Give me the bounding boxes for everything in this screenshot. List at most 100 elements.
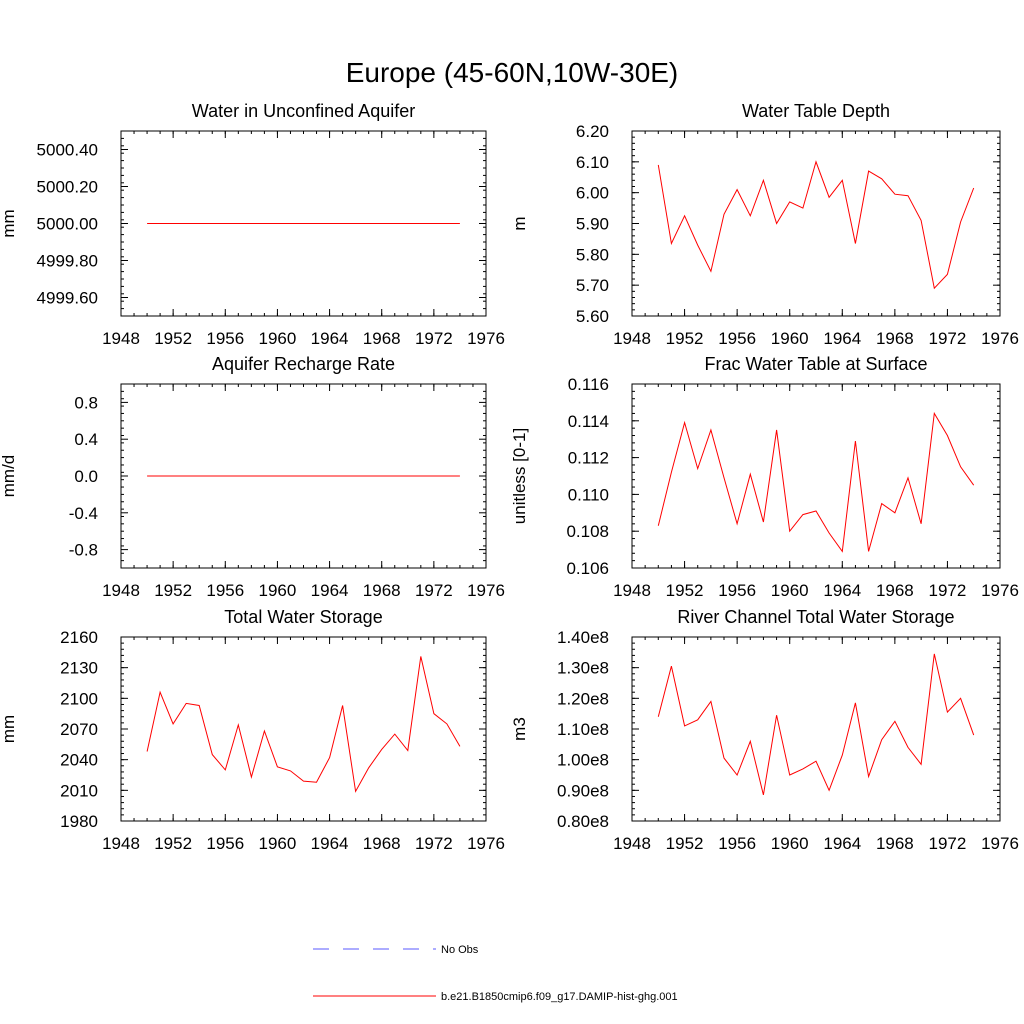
y-tick-label: 5.60 — [576, 307, 609, 326]
legend-obs-label: No Obs — [441, 944, 479, 956]
x-tick-label: 1968 — [363, 834, 401, 853]
panel-frac-water-table-at-surface: Frac Water Table at Surface 1948 1952 1956 1… — [510, 354, 1019, 600]
y-tick-label: 2160 — [60, 628, 98, 647]
y-axis-label: m3 — [510, 717, 529, 741]
figure-title: Europe (45-60N,10W-30E) — [346, 57, 679, 88]
y-tick-label: 1.00e8 — [557, 751, 609, 770]
x-tick-label: 1976 — [467, 329, 505, 348]
y-tick-label: 1.20e8 — [557, 689, 609, 708]
panel-title: Frac Water Table at Surface — [704, 354, 927, 374]
x-tick-label: 1960 — [771, 329, 809, 348]
panel-title: Water in Unconfined Aquifer — [192, 101, 415, 121]
y-axis-label: mm — [0, 715, 18, 743]
plot-frame — [631, 383, 1001, 569]
y-tick-label: 4999.80 — [37, 252, 98, 271]
y-tick-label: 0.116 — [568, 375, 609, 394]
y-tick-label: 0.4 — [74, 430, 98, 449]
x-tick-label: 1952 — [666, 329, 704, 348]
y-tick-label: 1.40e8 — [557, 628, 609, 647]
y-tick-label: 5000.20 — [37, 178, 98, 197]
y-tick-label: 5.90 — [576, 215, 609, 234]
y-tick-label: 2040 — [60, 751, 98, 770]
y-tick-label: 5000.40 — [37, 141, 98, 160]
x-tick-label: 1972 — [929, 329, 967, 348]
plot-frame — [120, 636, 487, 822]
y-tick-label: 0.90e8 — [557, 781, 609, 800]
plot-frame — [631, 636, 1001, 822]
x-tick-label: 1972 — [415, 581, 453, 600]
y-axis-label: mm/d — [0, 455, 18, 498]
panel-title: River Channel Total Water Storage — [677, 607, 954, 627]
panel-river-channel-total-water-storage: River Channel Total Water Storage 1948 195… — [510, 607, 1019, 853]
x-tick-label: 1968 — [876, 329, 914, 348]
x-tick-label: 1952 — [154, 834, 192, 853]
x-tick-label: 1956 — [206, 581, 244, 600]
series-line — [657, 160, 975, 290]
y-tick-label: 6.00 — [576, 184, 609, 203]
x-tick-label: 1972 — [415, 834, 453, 853]
y-axis-label: m — [510, 216, 529, 230]
x-tick-label: 1960 — [259, 329, 297, 348]
x-tick-label: 1976 — [981, 581, 1019, 600]
x-tick-label: 1956 — [718, 329, 756, 348]
panel-title: Aquifer Recharge Rate — [212, 354, 395, 374]
x-tick-label: 1964 — [311, 329, 349, 348]
y-tick-label: 0.110 — [568, 485, 609, 504]
x-tick-label: 1964 — [823, 834, 861, 853]
x-tick-label: 1956 — [718, 834, 756, 853]
y-tick-label: 2010 — [60, 781, 98, 800]
x-tick-label: 1948 — [613, 329, 651, 348]
series-line — [146, 656, 461, 793]
y-tick-label: 2130 — [60, 659, 98, 678]
x-tick-label: 1952 — [666, 581, 704, 600]
y-tick-label: 0.0 — [74, 467, 98, 486]
x-tick-label: 1948 — [102, 329, 140, 348]
y-tick-label: 1980 — [60, 812, 98, 831]
x-tick-label: 1964 — [823, 581, 861, 600]
x-tick-label: 1964 — [311, 834, 349, 853]
panel-water-table-depth: Water Table Depth 1948 1952 1956 1960 1964 196… — [510, 101, 1019, 348]
y-tick-label: 0.106 — [566, 559, 609, 578]
x-tick-label: 1952 — [154, 581, 192, 600]
x-tick-label: 1948 — [102, 834, 140, 853]
x-tick-label: 1956 — [206, 329, 244, 348]
y-tick-label: 2070 — [60, 720, 98, 739]
y-tick-label: 6.10 — [576, 153, 609, 172]
x-tick-label: 1956 — [718, 581, 756, 600]
x-tick-label: 1956 — [206, 834, 244, 853]
x-tick-label: 1960 — [771, 581, 809, 600]
x-tick-label: 1960 — [771, 834, 809, 853]
y-tick-label: 0.8 — [74, 393, 98, 412]
y-tick-label: 0.112 — [568, 449, 609, 468]
x-tick-label: 1968 — [363, 329, 401, 348]
panel-water-in-unconfined-aquifer: Water in Unconfined Aquifer 1948 1952 1956 1… — [0, 101, 505, 348]
panels: Water in Unconfined Aquifer 1948 1952 1956 1… — [0, 101, 1019, 853]
y-tick-label: 1.30e8 — [557, 659, 609, 678]
y-tick-label: 0.80e8 — [557, 812, 609, 831]
panel-title: Water Table Depth — [742, 101, 890, 121]
y-tick-label: 5000.00 — [37, 215, 98, 234]
y-tick-label: 0.108 — [566, 522, 609, 541]
y-tick-label: 1.10e8 — [557, 720, 609, 739]
y-tick-label: -0.8 — [69, 541, 98, 560]
plot-frame — [631, 130, 1001, 317]
x-tick-label: 1976 — [981, 834, 1019, 853]
x-tick-label: 1948 — [613, 834, 651, 853]
y-tick-label: 4999.60 — [37, 289, 98, 308]
y-tick-label: 5.80 — [576, 245, 609, 264]
y-tick-label: 0.114 — [568, 412, 609, 431]
panel-aquifer-recharge-rate: Aquifer Recharge Rate 1948 1952 1956 1960 196… — [0, 354, 505, 600]
x-tick-label: 1952 — [154, 329, 192, 348]
x-tick-label: 1952 — [666, 834, 704, 853]
x-tick-label: 1972 — [929, 834, 967, 853]
y-tick-label: 2100 — [60, 689, 98, 708]
x-tick-label: 1972 — [415, 329, 453, 348]
panel-title: Total Water Storage — [224, 607, 382, 627]
x-tick-label: 1964 — [311, 581, 349, 600]
x-tick-label: 1968 — [876, 581, 914, 600]
y-axis-label: mm — [0, 209, 18, 237]
x-tick-label: 1968 — [363, 581, 401, 600]
x-tick-label: 1960 — [259, 834, 297, 853]
x-tick-label: 1976 — [981, 329, 1019, 348]
